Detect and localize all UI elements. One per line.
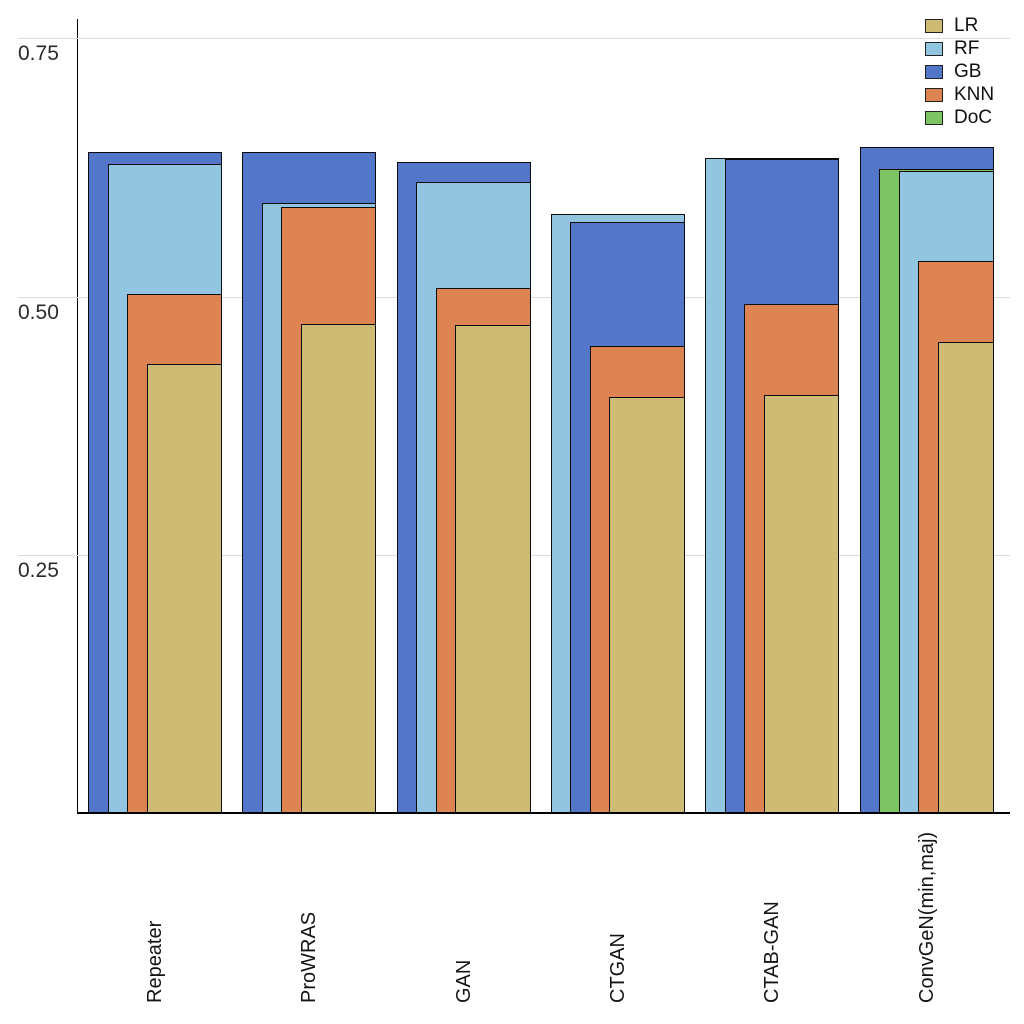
x-axis-label-CTGAN: CTGAN	[606, 933, 629, 1003]
legend-item-LR: LR	[925, 14, 994, 37]
legend-item-GB: GB	[925, 60, 994, 83]
legend-swatch-KNN	[925, 87, 943, 102]
legend-item-DoC: DoC	[925, 106, 994, 129]
x-axis-label-ConvGeN(min,maj): ConvGeN(min,maj)	[915, 831, 938, 1003]
legend-swatch-LR	[925, 18, 943, 33]
bar-LR-CTAB-GAN	[763, 394, 840, 813]
legend-label-KNN: KNN	[954, 84, 995, 105]
x-axis-label-Repeater: Repeater	[144, 920, 166, 1003]
y-tick-label-0.25: 0.25	[18, 559, 59, 583]
legend: LR RF GB KNN DoC	[925, 14, 994, 129]
legend-swatch-GB	[925, 64, 943, 79]
bar-LR-ConvGeN(min,maj)	[937, 342, 994, 813]
bar-LR-Repeater	[146, 363, 222, 813]
legend-swatch-RF	[925, 41, 943, 56]
x-axis-label-ProWRAS: ProWRAS	[298, 911, 321, 1003]
bar-LR-CTGAN	[609, 396, 685, 813]
y-axis-line	[77, 19, 78, 813]
legend-label-GB: GB	[954, 61, 982, 82]
legend-label-RF: RF	[954, 38, 980, 59]
x-axis-label-GAN: GAN	[452, 959, 475, 1003]
bar-LR-ProWRAS	[300, 324, 377, 813]
legend-item-RF: RF	[925, 37, 994, 60]
x-axis-line	[77, 812, 1010, 814]
x-axis-label-CTAB-GAN: CTAB-GAN	[761, 901, 784, 1003]
legend-label-DoC: DoC	[954, 107, 993, 128]
gridline-0.75	[18, 37, 1010, 39]
bar-LR-GAN	[455, 325, 531, 813]
y-tick-label-0.50: 0.50	[18, 300, 59, 324]
legend-item-KNN: KNN	[925, 83, 994, 106]
y-tick-label-0.75: 0.75	[18, 41, 59, 65]
plot-area	[18, 19, 1010, 813]
legend-label-LR: LR	[954, 15, 979, 36]
legend-swatch-DoC	[925, 110, 943, 125]
